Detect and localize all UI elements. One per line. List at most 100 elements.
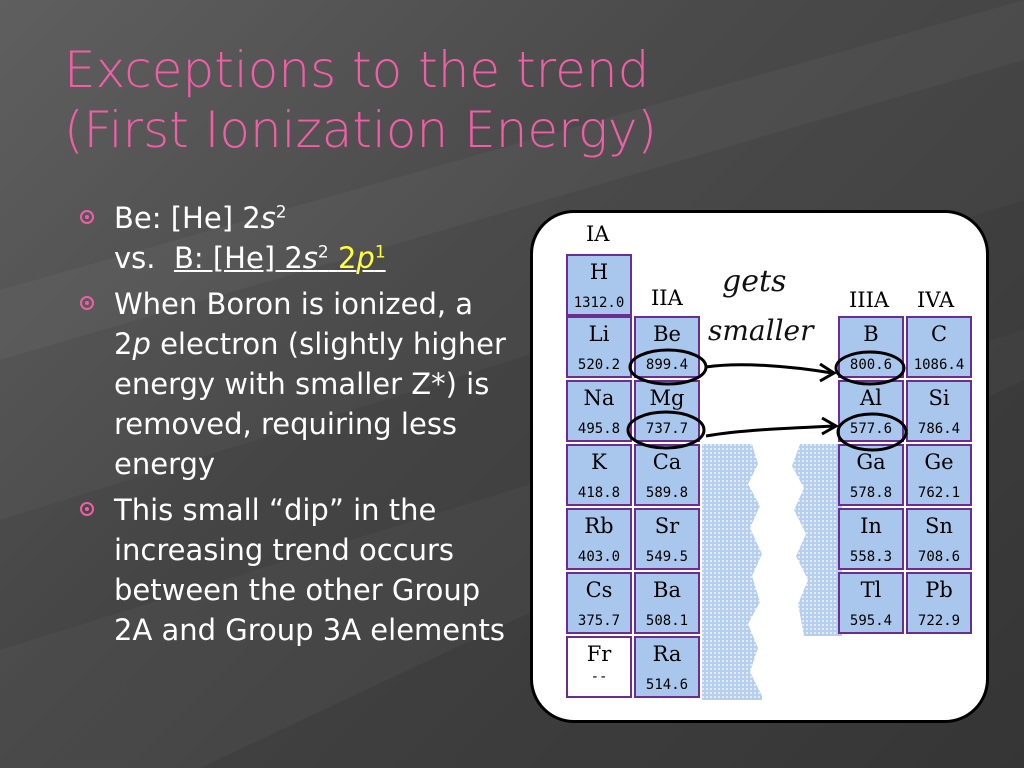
symbol: Be [653,322,681,346]
symbol: Ga [856,450,886,474]
cell-ga: Ga 578.8 [838,444,904,506]
ionization-energy: 786.4 [917,421,961,437]
slide-title: Exceptions to the trend (First Ionizatio… [64,40,964,160]
ionization-energy: -- [590,669,608,685]
title-line-1: Exceptions to the trend [64,41,650,99]
symbol: Cs [585,578,613,602]
symbol: Si [928,386,950,410]
cell-ba: Ba 508.1 [634,572,700,634]
symbol: K [591,450,607,474]
ionization-energy: 737.7 [645,421,689,437]
ionization-energy: 514.6 [645,677,689,693]
symbol: Rb [584,514,614,538]
cell-ca: Ca 589.8 [634,444,700,506]
be-sup: 2 [275,202,287,223]
ionization-energy: 578.8 [849,485,893,501]
ionization-energy: 708.6 [917,549,961,565]
vs-label: vs. [114,241,156,275]
ionization-energy: 403.0 [577,549,621,565]
bullet-marker-icon [80,502,94,516]
bullet2-part-b: electron (slightly higher energy with sm… [114,327,506,481]
torn-edge-left [702,444,762,700]
cell-tl: Tl 595.4 [838,572,904,634]
p-letter: p [356,241,375,275]
cell-sn: Sn 708.6 [906,508,972,570]
ionization-energy: 1086.4 [913,357,965,373]
b-config: B: [He] 2 [173,241,303,275]
cell-ra: Ra 514.6 [634,636,700,698]
symbol: B [863,322,879,346]
annotation-gets: gets [722,264,787,299]
ionization-energy: 549.5 [645,549,689,565]
symbol: Li [588,322,610,346]
symbol: Na [583,386,615,410]
ionization-energy: 595.4 [849,613,893,629]
cell-c: C 1086.4 [906,316,972,378]
ionization-energy: 762.1 [917,485,961,501]
ionization-energy: 589.8 [645,485,689,501]
bullet2-p: p [132,327,151,361]
bullet3-text: This small “dip” in the increasing trend… [114,493,505,647]
cell-mg: Mg 737.7 [634,380,700,442]
bullet-marker-icon [80,296,94,310]
bullet-electron-config: Be: [He] 2s2 vs. B: [He] 2s2 2p1 [80,198,510,278]
cell-fr: Fr -- [566,636,632,698]
symbol: Ge [924,450,954,474]
cell-cs: Cs 375.7 [566,572,632,634]
title-line-2: (First Ionization Energy) [64,101,657,159]
cell-b: B 800.6 [838,316,904,378]
cell-k: K 418.8 [566,444,632,506]
symbol: Al [860,386,882,410]
symbol: Pb [925,578,953,602]
header-iia: IIA [651,286,683,310]
ionization-energy: 520.2 [577,357,621,373]
header-iiia: IIIA [849,288,890,312]
symbol: H [589,260,609,284]
symbol: In [860,514,882,538]
bullet-dip-trend: This small “dip” in the increasing trend… [80,490,510,650]
torn-edge-right [792,444,842,636]
cell-h: H 1312.0 [566,254,632,316]
ionization-energy: 1312.0 [573,295,625,311]
symbol: Ca [652,450,682,474]
ionization-energy: 375.7 [577,613,621,629]
annotation-smaller: smaller [708,314,814,347]
ionization-energy: 722.9 [917,613,961,629]
p-sup: 1 [374,242,386,263]
ionization-energy: 418.8 [577,485,621,501]
ionization-energy: 577.6 [849,421,893,437]
ionization-energy: 558.3 [849,549,893,565]
cell-be: Be 899.4 [634,316,700,378]
cell-na: Na 495.8 [566,380,632,442]
bullet-marker-icon [80,210,94,224]
cell-rb: Rb 403.0 [566,508,632,570]
header-ia: IA [586,222,610,246]
ionization-energy: 495.8 [577,421,621,437]
cell-sr: Sr 549.5 [634,508,700,570]
symbol: Ba [653,578,681,602]
symbol: Tl [860,578,882,602]
symbol: Sr [654,514,680,538]
bullet-boron-ionized: When Boron is ionized, a 2p electron (sl… [80,284,510,484]
cell-li: Li 520.2 [566,316,632,378]
cell-al: Al 577.6 [838,380,904,442]
be-s: s [260,201,276,235]
b-config-underlined: B: [He] 2s2 2p1 [174,241,386,275]
cell-in: In 558.3 [838,508,904,570]
p-orbital-highlight: 2p1 [338,241,386,275]
be-config: Be: [He] 2 [114,201,261,235]
symbol: Mg [649,386,685,410]
bullet2-part-a: When Boron is ionized, a 2 [114,287,474,361]
bullet-list: Be: [He] 2s2 vs. B: [He] 2s2 2p1 When Bo… [80,198,510,656]
header-iva: IVA [917,288,955,312]
ionization-energy: 800.6 [849,357,893,373]
cell-pb: Pb 722.9 [906,572,972,634]
ionization-energy: 899.4 [645,357,689,373]
cell-si: Si 786.4 [906,380,972,442]
p-num: 2 [337,241,357,275]
b-s: s [302,241,318,275]
symbol: Sn [925,514,953,538]
ionization-energy: 508.1 [645,613,689,629]
symbol: C [930,322,948,346]
symbol: Ra [652,642,682,666]
